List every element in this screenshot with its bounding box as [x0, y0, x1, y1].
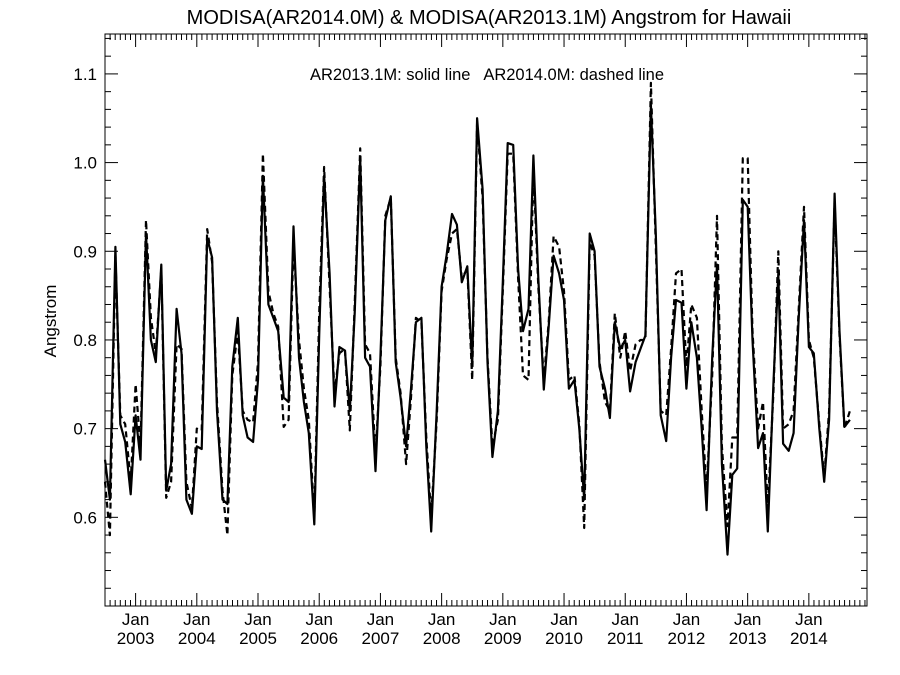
axis-ticks: 0.60.70.80.91.01.1Jan2003Jan2004Jan2005J… — [73, 34, 867, 648]
x-tick-year: 2005 — [239, 629, 277, 648]
x-tick-year: 2003 — [117, 629, 155, 648]
series-annotation: AR2013.1M: solid line AR2014.0M: dashed … — [310, 66, 664, 84]
chart-title: MODISA(AR2014.0M) & MODISA(AR2013.1M) An… — [187, 7, 792, 29]
x-tick-year: 2009 — [484, 629, 522, 648]
x-tick-year: 2008 — [423, 629, 461, 648]
series-line-ar2014-0m — [103, 81, 851, 537]
x-tick-month: Jan — [244, 610, 271, 629]
series-line-ar2013-1m — [103, 103, 851, 556]
x-tick-year: 2010 — [545, 629, 583, 648]
y-tick-label: 0.8 — [73, 331, 97, 350]
series-lines — [103, 81, 851, 556]
plot-frame — [104, 33, 868, 607]
x-tick-month: Jan — [795, 610, 822, 629]
y-tick-label: 1.1 — [73, 65, 97, 84]
x-tick-month: Jan — [734, 610, 761, 629]
y-axis-label: Angstrom — [41, 285, 60, 358]
x-tick-month: Jan — [612, 610, 639, 629]
x-tick-month: Jan — [367, 610, 394, 629]
x-tick-month: Jan — [428, 610, 455, 629]
y-tick-label: 1.0 — [73, 154, 97, 173]
x-tick-month: Jan — [673, 610, 700, 629]
x-tick-year: 2004 — [178, 629, 216, 648]
y-tick-label: 0.9 — [73, 242, 97, 261]
x-tick-month: Jan — [550, 610, 577, 629]
x-tick-year: 2007 — [362, 629, 400, 648]
y-tick-label: 0.7 — [73, 420, 97, 439]
x-tick-month: Jan — [183, 610, 210, 629]
x-tick-year: 2013 — [729, 629, 767, 648]
y-tick-label: 0.6 — [73, 508, 97, 527]
x-tick-month: Jan — [122, 610, 149, 629]
x-tick-year: 2014 — [790, 629, 828, 648]
x-tick-month: Jan — [489, 610, 516, 629]
x-tick-month: Jan — [306, 610, 333, 629]
x-tick-year: 2012 — [668, 629, 706, 648]
x-tick-year: 2006 — [300, 629, 338, 648]
x-tick-year: 2011 — [607, 629, 644, 648]
